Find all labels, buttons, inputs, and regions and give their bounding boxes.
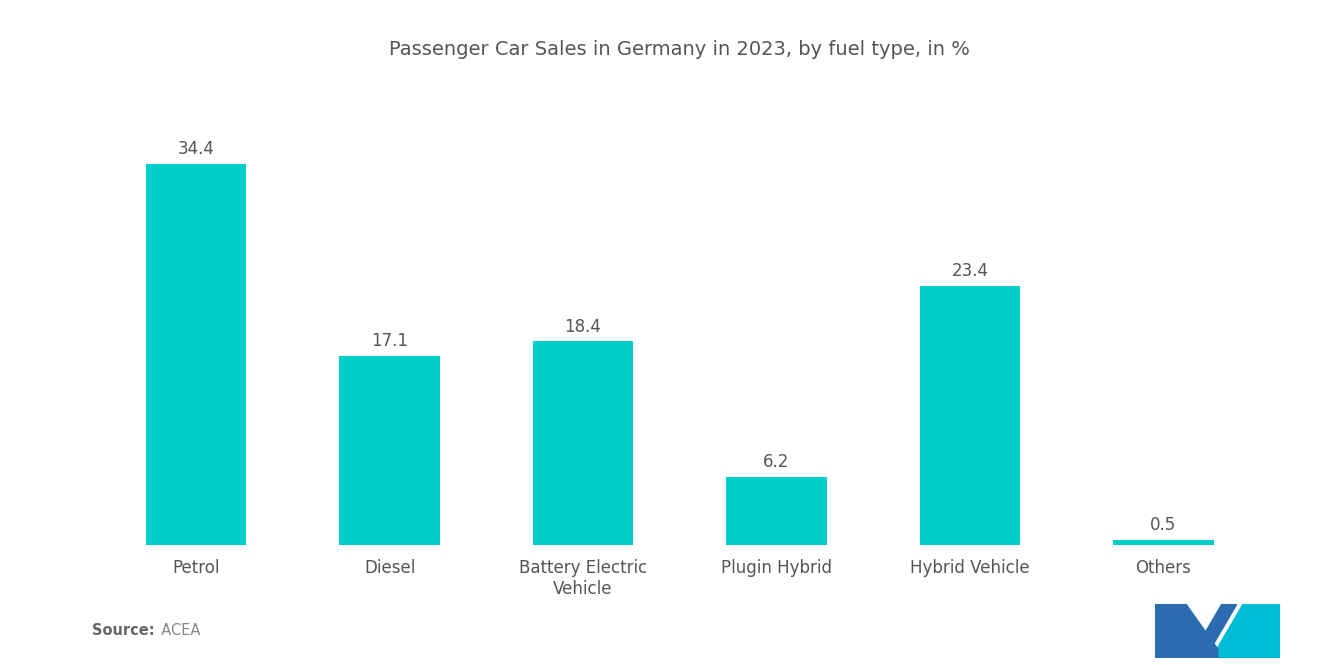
Polygon shape xyxy=(1191,604,1237,658)
Text: 18.4: 18.4 xyxy=(565,318,602,336)
Text: ACEA: ACEA xyxy=(152,623,201,638)
Bar xyxy=(339,356,440,545)
Text: 0.5: 0.5 xyxy=(1150,516,1176,534)
Polygon shape xyxy=(1155,604,1217,658)
Text: 6.2: 6.2 xyxy=(763,453,789,471)
Bar xyxy=(920,286,1020,545)
Bar xyxy=(1113,540,1214,545)
Bar xyxy=(726,477,826,545)
Polygon shape xyxy=(1212,604,1280,658)
Text: 23.4: 23.4 xyxy=(952,263,989,281)
Title: Passenger Car Sales in Germany in 2023, by fuel type, in %: Passenger Car Sales in Germany in 2023, … xyxy=(389,40,970,59)
Bar xyxy=(145,164,247,545)
Text: Source:: Source: xyxy=(92,623,154,638)
Text: 17.1: 17.1 xyxy=(371,332,408,350)
Text: 34.4: 34.4 xyxy=(178,140,215,158)
Bar xyxy=(533,341,634,545)
